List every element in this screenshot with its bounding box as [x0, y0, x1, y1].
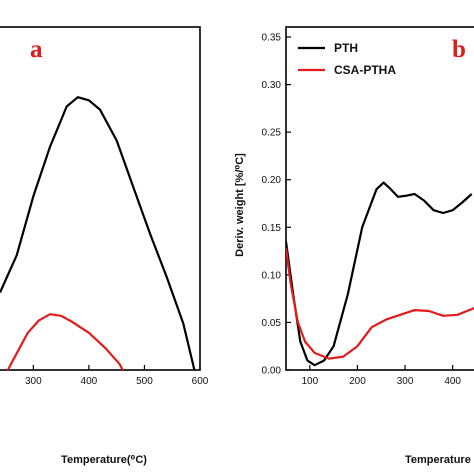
panel-b-x-tick-label: 200 — [349, 376, 366, 387]
panel-a-lines — [0, 96, 196, 370]
panel-b-y-axis-label: Deriv. weight [%/⁰C] — [234, 153, 246, 257]
panel-a-x-ticks: 300 400 500 600 — [25, 365, 209, 387]
panel-b-y-tick-label: 0.15 — [262, 223, 282, 234]
panel-b-frame — [285, 26, 474, 371]
panel-b-series-0-line — [286, 181, 473, 367]
panel-b-y-tick-label: 0.00 — [262, 366, 282, 377]
panel-a-x-tick-label: 600 — [192, 376, 209, 387]
panel-b-y-tick-label: 0.30 — [262, 80, 282, 91]
panel-b-series-1-line — [286, 248, 474, 360]
panel-b-y-tick-label: 0.35 — [262, 33, 282, 44]
panel-b-x-tick-label: 400 — [444, 376, 461, 387]
panel-b-letter: b — [452, 36, 466, 63]
panel-b-x-axis-label: Temperature — [405, 454, 471, 466]
panel-b-y-tick-label: 0.20 — [262, 175, 282, 186]
panel-b-y-tick-label: 0.10 — [262, 270, 282, 281]
panel-a-letter: a — [30, 36, 43, 63]
panel-b-x-tick-label: 100 — [301, 376, 318, 387]
panel-b-lines — [286, 181, 474, 367]
legend: PTH CSA-PTHA — [298, 41, 396, 77]
panel-a-x-tick-label: 400 — [81, 376, 98, 387]
panel-a-x-axis-label: Temperature(⁰C) — [61, 454, 147, 466]
panel-b-y-ticks: 0.00 0.05 0.10 0.15 0.20 0.25 0.30 0.35 — [262, 33, 291, 377]
panel-b-y-tick-label: 0.05 — [262, 318, 282, 329]
panel-b-chart: 0.00 0.05 0.10 0.15 0.20 0.25 0.30 0.35 100 200 3… — [234, 26, 474, 466]
panel-b-x-ticks: 100 200 300 400 — [301, 365, 461, 387]
panel-a-frame — [0, 26, 201, 371]
panel-b-x-tick-label: 300 — [397, 376, 414, 387]
panel-a-series-0-line — [0, 96, 196, 370]
legend-label-csa-ptha: CSA-PTHA — [334, 63, 396, 77]
panel-a-series-1-line — [6, 313, 125, 370]
panel-b-y-tick-label: 0.25 — [262, 128, 282, 139]
legend-label-pth: PTH — [334, 41, 358, 55]
panel-a-x-tick-label: 500 — [136, 376, 153, 387]
panel-a-chart: 300 400 500 600 Temperature(⁰C) a — [0, 26, 209, 466]
panel-a-x-tick-label: 300 — [25, 376, 42, 387]
